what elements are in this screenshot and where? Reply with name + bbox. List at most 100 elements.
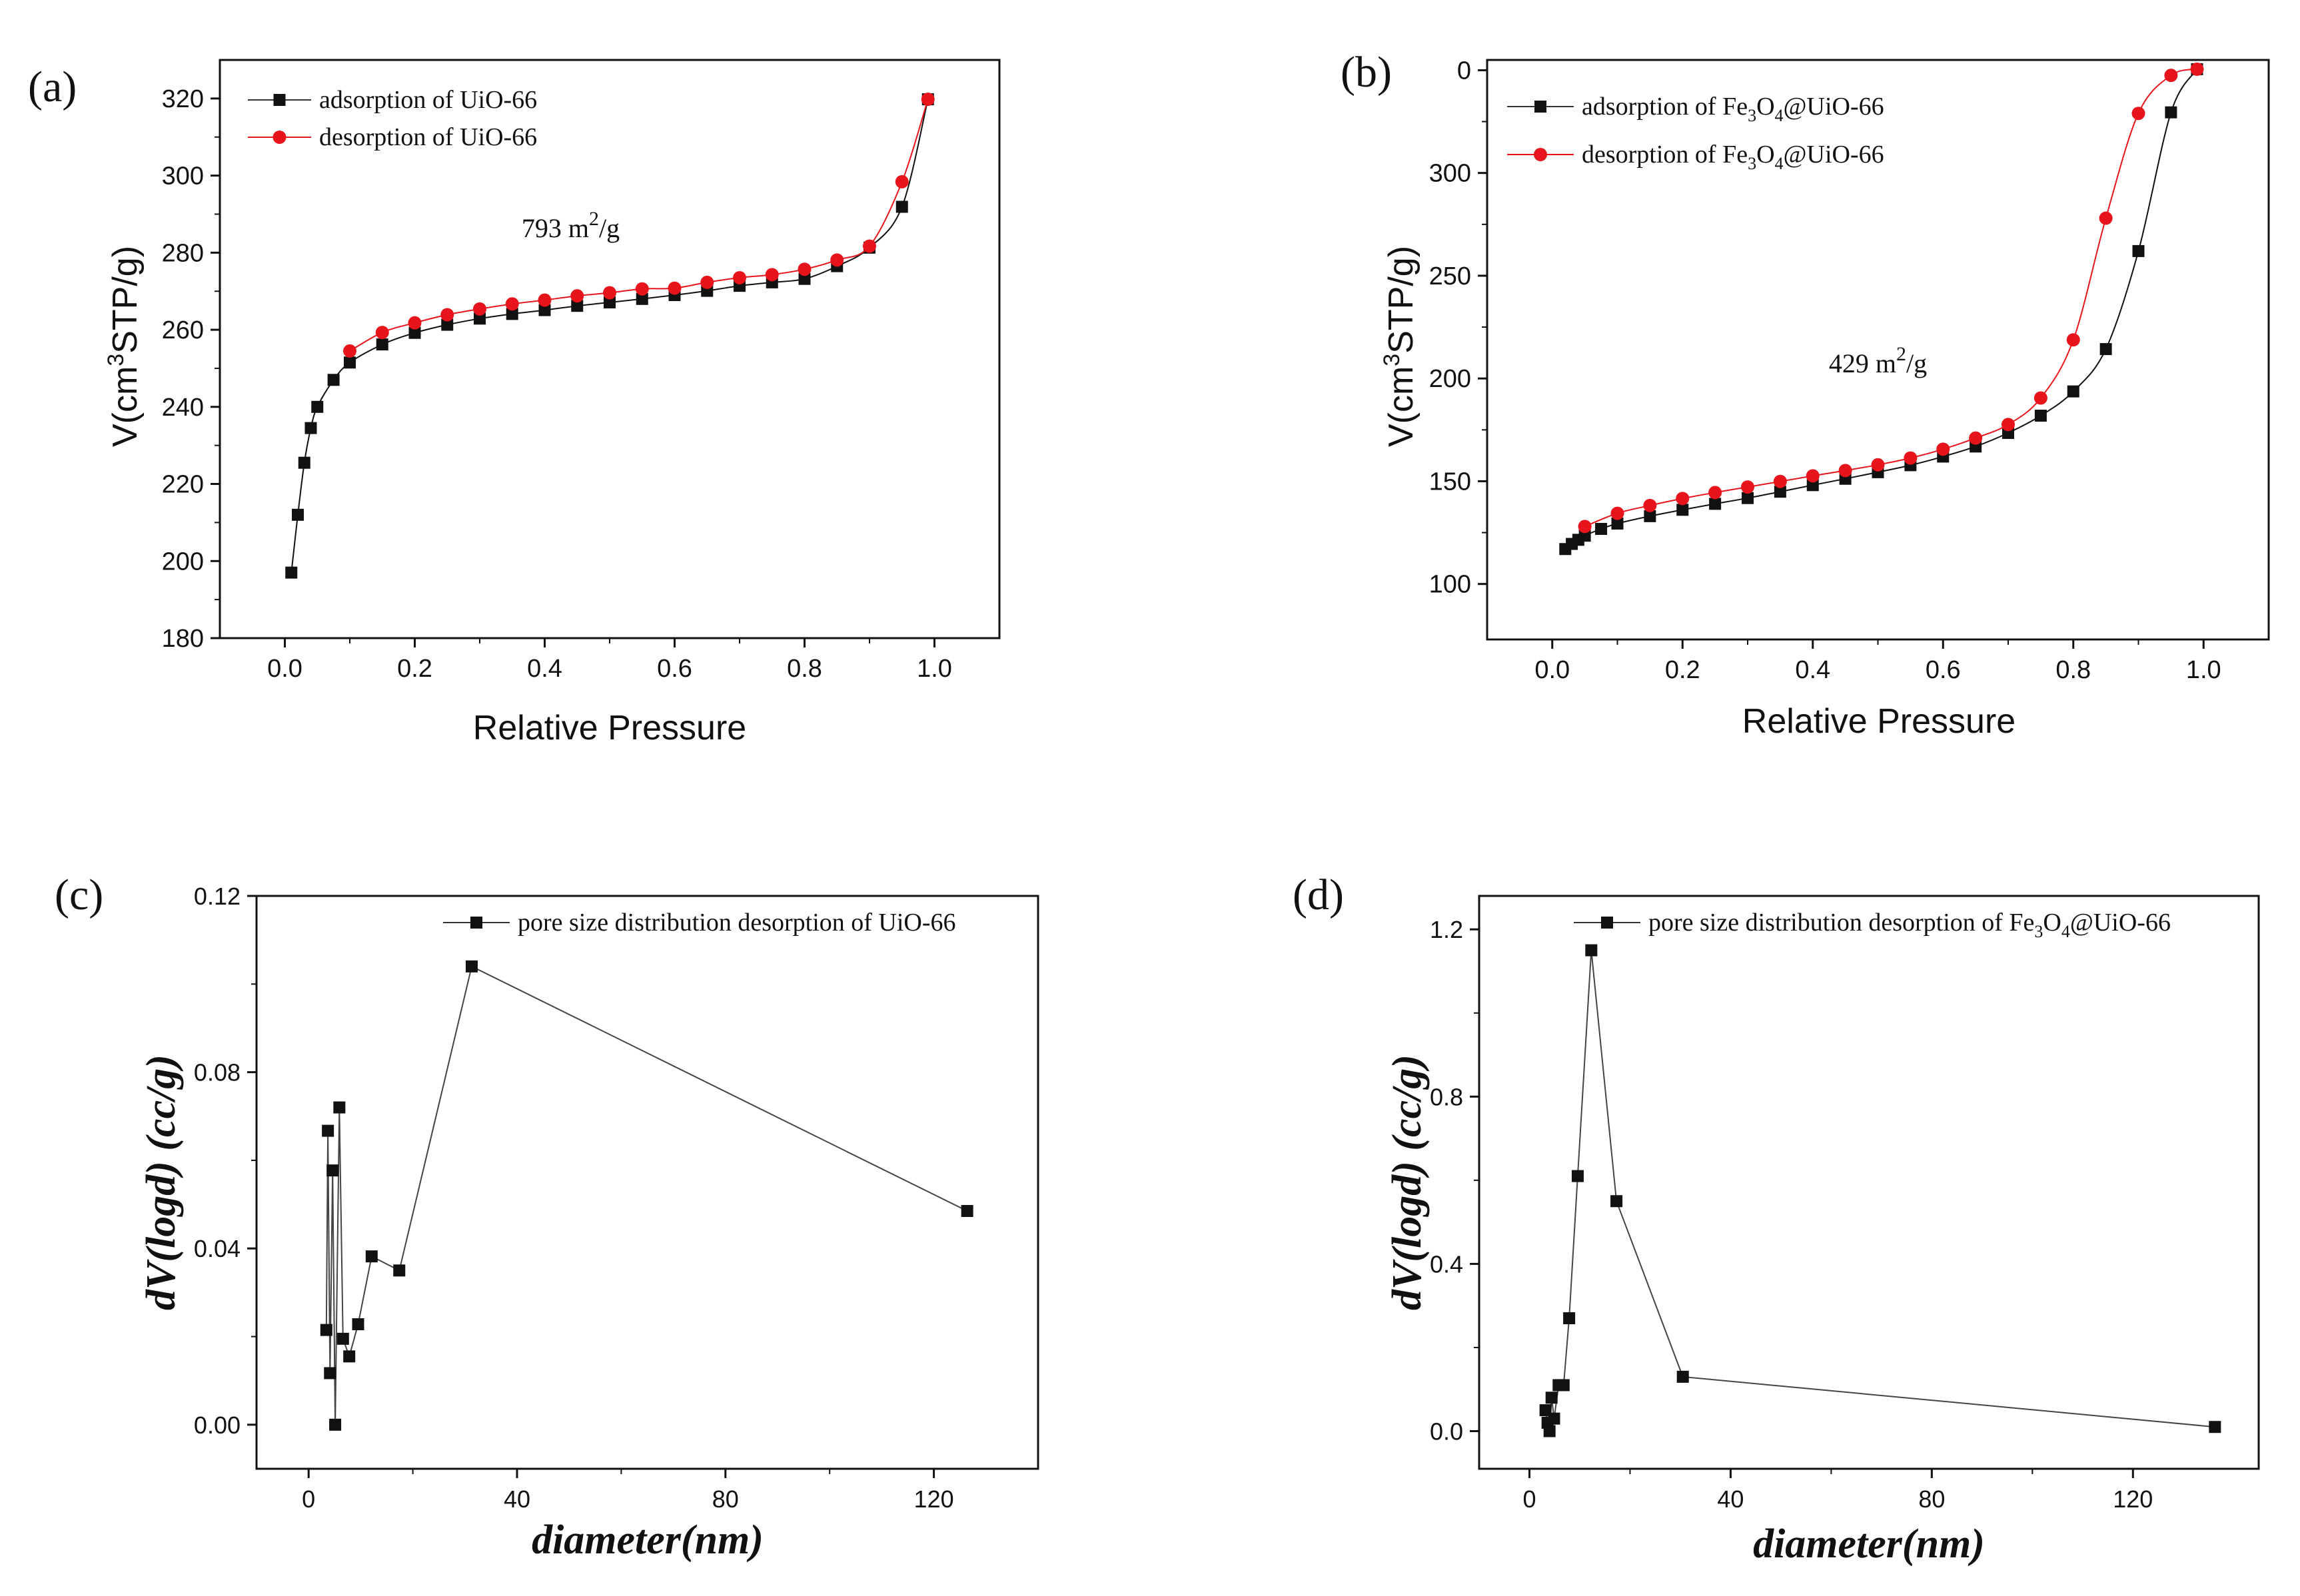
data-point <box>636 292 648 305</box>
series-adsorption <box>320 960 973 1431</box>
y-tick-label: 300 <box>162 163 204 191</box>
data-point <box>1563 1312 1576 1325</box>
x-tick-label: 1.0 <box>2186 656 2221 684</box>
data-point <box>311 400 324 413</box>
y-tick-label: 280 <box>162 239 204 267</box>
y-tick-label: 200 <box>1429 365 1471 393</box>
data-point <box>1806 469 1820 483</box>
legend-entry: adsorption of Fe3O4@UiO-66 <box>1507 93 1884 125</box>
data-point <box>292 508 304 521</box>
x-tick-label: 80 <box>1918 1485 1945 1513</box>
data-point <box>2165 106 2177 119</box>
data-point <box>329 1418 342 1431</box>
data-point <box>2099 211 2113 225</box>
legend-label: adsorption of UiO-66 <box>319 86 537 114</box>
y-axis-label: V(cm3STP/g) <box>103 246 145 447</box>
legend-entry: desorption of UiO-66 <box>248 123 537 151</box>
data-point <box>1543 1425 1556 1437</box>
data-point <box>1610 506 1624 520</box>
y-axis-label: dV(logd) (cc/g) <box>1385 1054 1430 1310</box>
data-point <box>393 1264 406 1277</box>
legend-marker <box>273 94 286 106</box>
data-point <box>1676 492 1690 506</box>
data-point <box>1709 498 1722 510</box>
data-point <box>571 300 584 312</box>
chart-panel-3: (c) 0 40 80 120 0.00 0.04 0.08 0.12 diameter(nm) d… <box>55 871 1039 1563</box>
data-point <box>2067 385 2079 398</box>
data-point <box>1741 480 1754 494</box>
data-point <box>285 566 298 579</box>
data-point <box>441 318 454 331</box>
y-tick-label: 0.08 <box>194 1059 241 1086</box>
data-point <box>1969 431 1983 445</box>
y-axis-label: V(cm3STP/g) <box>1379 246 1421 447</box>
panel-label: (b) <box>1341 48 1392 97</box>
data-point <box>1708 486 1722 500</box>
data-point <box>765 268 779 282</box>
data-point <box>327 374 340 386</box>
surface-area-annotation: 429 m2/g <box>1829 343 1927 378</box>
legend-label: pore size distribution desorption of UiO… <box>518 909 956 937</box>
data-point <box>1611 518 1624 530</box>
chart-panel-1: (a) 0.0 0.2 0.4 0.6 0.8 1.0 180 200 220 240 260 280 3… <box>28 59 1001 747</box>
legend-marker <box>470 917 482 929</box>
x-tick-label: 40 <box>1717 1485 1744 1513</box>
x-tick-label: 1.0 <box>917 655 952 683</box>
x-axis-label: Relative Pressure <box>473 709 746 747</box>
data-point <box>1871 458 1885 472</box>
x-tick-label: 120 <box>2113 1485 2153 1513</box>
x-tick-label: 0.6 <box>657 655 692 683</box>
series-adsorption <box>1559 63 2203 556</box>
series-desorption <box>343 93 935 358</box>
data-point <box>538 304 551 316</box>
panel-label: (c) <box>55 871 103 919</box>
data-point <box>1595 523 1608 536</box>
y-tick-label: 200 <box>162 548 204 576</box>
data-point <box>2132 244 2145 257</box>
panel-label: (d) <box>1293 871 1344 919</box>
x-tick-label: 80 <box>712 1485 739 1513</box>
data-point <box>408 326 421 339</box>
plot-frame <box>1478 895 2260 1470</box>
x-tick-label: 0.4 <box>527 655 562 683</box>
data-point <box>440 308 454 322</box>
x-tick-label: 0.4 <box>1795 656 1830 684</box>
data-point <box>604 296 616 308</box>
x-tick-label: 0.8 <box>2055 656 2091 684</box>
y-tick-label: 1.2 <box>1430 916 1463 943</box>
data-point <box>320 1324 332 1336</box>
y-tick-label: 150 <box>1429 468 1471 496</box>
legend-label: pore size distribution desorption of Fe3… <box>1648 909 2171 941</box>
data-point <box>1936 442 1950 456</box>
x-axis-label: diameter(nm) <box>1753 1521 1985 1567</box>
data-point <box>700 275 714 289</box>
data-point <box>473 302 486 316</box>
x-tick-label: 0.0 <box>1534 656 1570 684</box>
y-tick-label: 0.04 <box>194 1235 241 1262</box>
data-point <box>326 1164 339 1177</box>
data-point <box>376 338 388 351</box>
data-point <box>1676 1370 1689 1383</box>
data-point <box>895 175 909 189</box>
data-point <box>798 262 812 276</box>
data-point <box>2002 418 2015 432</box>
data-point <box>668 281 682 295</box>
x-axis-label: Relative Pressure <box>1742 702 2015 741</box>
data-point <box>2034 410 2047 422</box>
data-point <box>2131 107 2145 121</box>
data-point <box>830 253 844 267</box>
x-tick-label: 0.0 <box>267 655 302 683</box>
series-desorption <box>1578 62 2204 534</box>
x-tick-label: 40 <box>504 1485 530 1513</box>
x-tick-label: 0.2 <box>397 655 432 683</box>
y-tick-label: 0.12 <box>194 883 241 910</box>
data-point <box>895 200 908 213</box>
data-point <box>1806 479 1819 492</box>
y-tick-label: 0.8 <box>1430 1083 1463 1110</box>
data-point <box>1545 1392 1558 1404</box>
y-axis-label: dV(logd) (cc/g) <box>139 1054 184 1310</box>
legend-entry: desorption of Fe3O4@UiO-66 <box>1507 141 1884 173</box>
data-point <box>343 344 356 358</box>
data-point <box>1742 492 1754 504</box>
